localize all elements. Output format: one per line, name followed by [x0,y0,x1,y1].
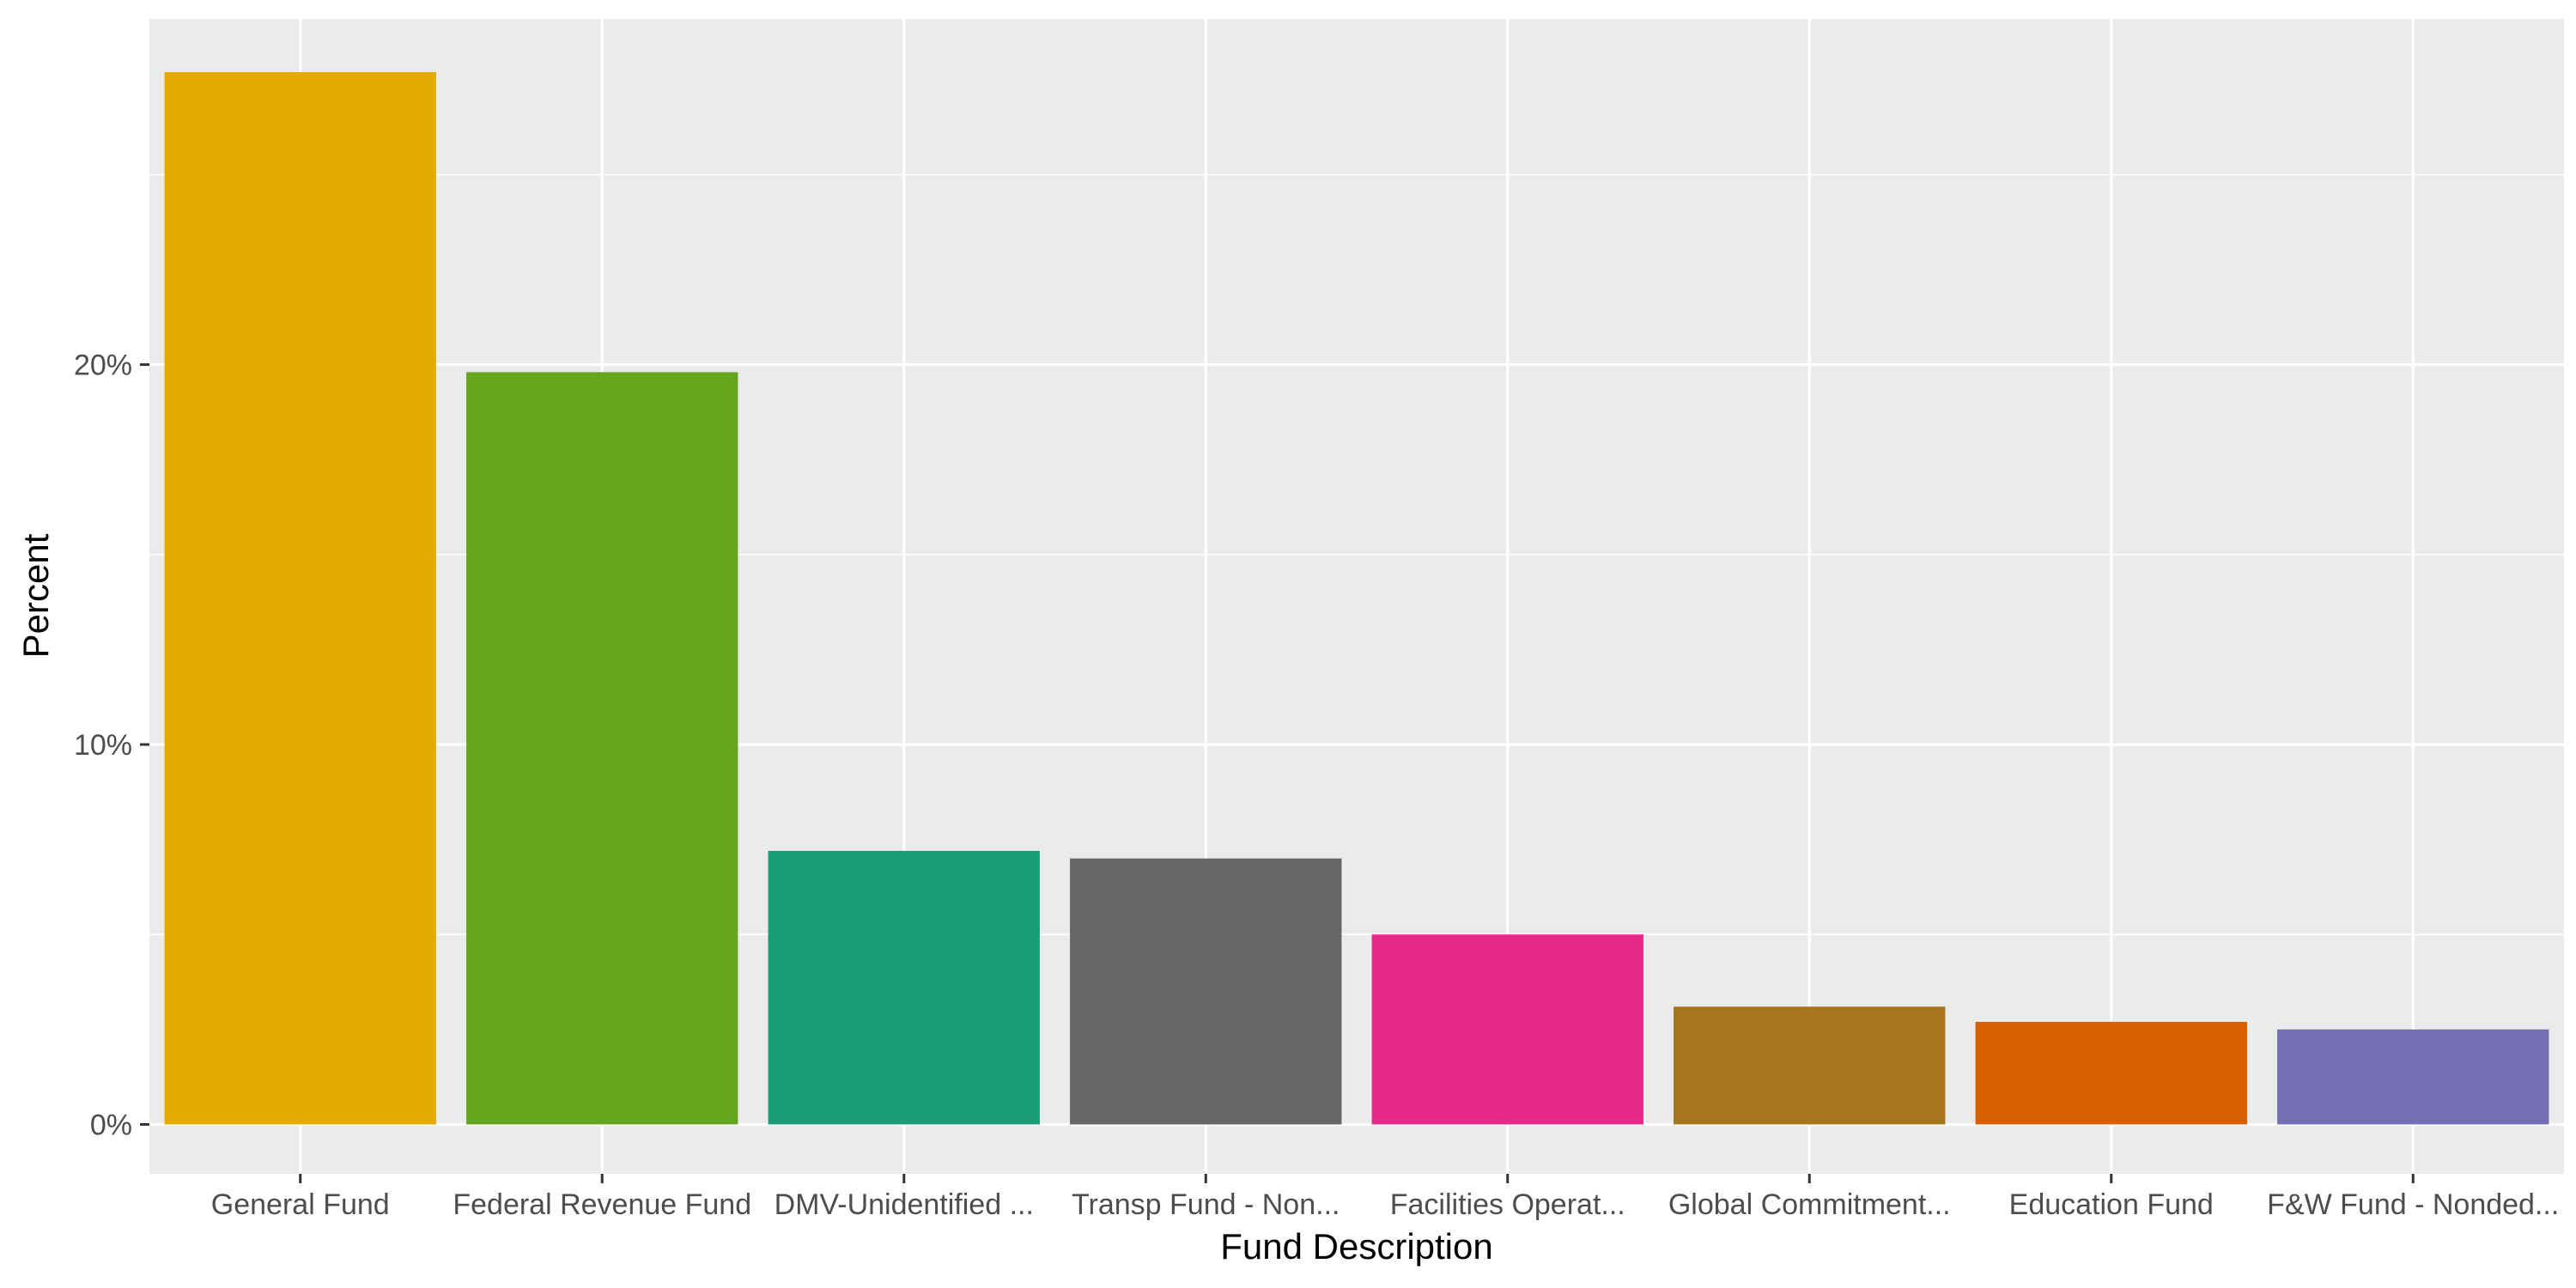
x-axis: General Fund Federal Revenue Fund DMV-Unid… [211,1174,2559,1221]
bar [1371,934,1643,1125]
bar [1975,1022,2247,1125]
x-tick-label: Global Commitment... [1668,1188,1951,1221]
bar [164,71,436,1125]
y-axis-title: Percent [15,533,56,658]
x-tick-label: DMV-Unidentified ... [775,1188,1034,1221]
bar [1070,858,1342,1125]
bars [164,71,2549,1125]
bar [2277,1029,2549,1125]
bar [768,850,1040,1125]
x-axis-title: Fund Description [1220,1226,1492,1267]
x-tick-label: Transp Fund - Non... [1072,1188,1340,1221]
y-tick-label: 20% [74,349,132,382]
y-axis: 0% 10% 20% [74,349,149,1141]
x-tick-label: Federal Revenue Fund [453,1188,751,1221]
bar [466,372,738,1125]
x-tick-label: Education Fund [2009,1188,2214,1221]
x-tick-label: F&W Fund - Nonded... [2267,1188,2559,1221]
x-tick-label: Facilities Operat... [1390,1188,1625,1221]
x-tick-label: General Fund [211,1188,390,1221]
bar [1674,1006,1946,1125]
y-tick-label: 0% [90,1109,132,1141]
y-tick-label: 10% [74,729,132,762]
